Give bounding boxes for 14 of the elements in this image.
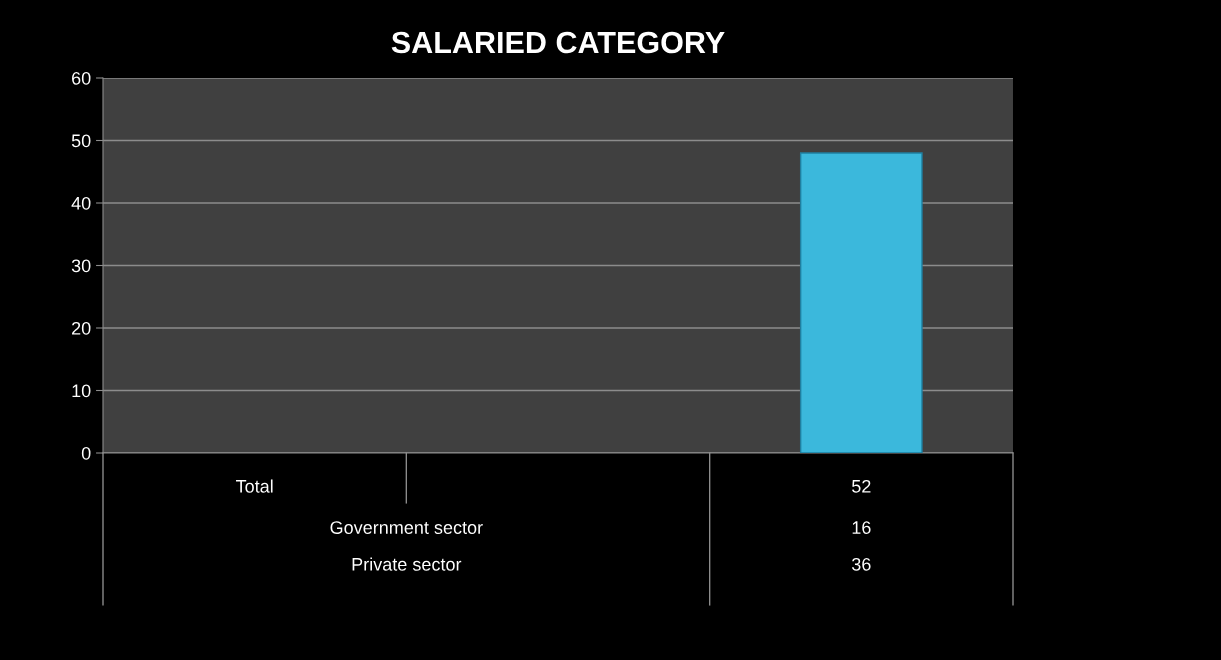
y-tick-label: 0 xyxy=(81,446,91,460)
y-tick-label: 60 xyxy=(72,71,91,85)
chart-title: SALARIED CATEGORY xyxy=(391,31,725,54)
y-tick-label: 50 xyxy=(71,134,91,148)
y-tick-label: 20 xyxy=(72,321,91,335)
text: 36 xyxy=(851,557,871,571)
text: Government sector xyxy=(330,521,483,534)
text: 16 xyxy=(852,521,871,534)
text: Total xyxy=(236,479,273,493)
y-tick-label: 40 xyxy=(71,196,91,210)
text: 52 xyxy=(852,479,871,493)
y-tick-label: 10 xyxy=(72,384,91,398)
text: Private sector xyxy=(352,557,462,571)
y-tick-label: 30 xyxy=(71,259,91,273)
